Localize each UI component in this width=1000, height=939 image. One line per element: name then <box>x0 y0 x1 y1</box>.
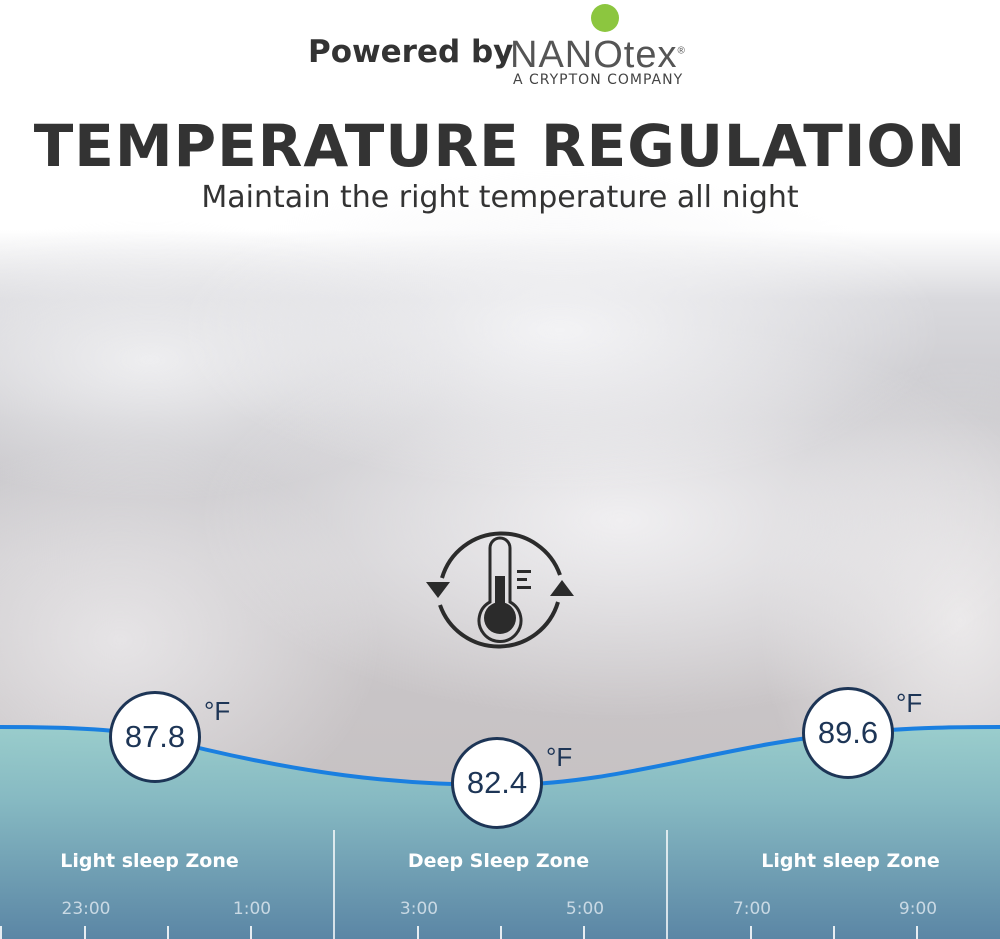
time-tick <box>417 926 419 939</box>
time-label: 3:00 <box>399 899 439 919</box>
time-tick <box>750 926 752 939</box>
temperature-bubble: 82.4 <box>451 737 543 829</box>
thermometer-cycle-icon <box>426 531 574 649</box>
logo-text: NANOtex® <box>510 34 686 76</box>
zone-divider <box>666 830 668 939</box>
time-tick <box>916 926 918 939</box>
time-label: 23:00 <box>61 899 111 919</box>
header: Powered by NANOtex® A CRYPTON COMPANY TE… <box>0 0 1000 230</box>
time-tick <box>167 926 169 939</box>
time-label: 5:00 <box>565 899 605 919</box>
temperature-unit: °F <box>546 742 573 772</box>
time-tick <box>250 926 252 939</box>
time-tick <box>833 926 835 939</box>
logo-dot <box>591 4 619 32</box>
zone-label: Deep Sleep Zone <box>407 850 590 872</box>
page-subtitle: Maintain the right temperature all night <box>201 180 799 215</box>
temperature-unit: °F <box>896 688 923 718</box>
time-label: 1:00 <box>232 899 272 919</box>
zone-label: Light sleep Zone <box>761 850 940 872</box>
time-label: 9:00 <box>898 899 938 919</box>
temperature-bubble: 89.6 <box>802 687 894 779</box>
band-fill <box>0 727 1000 939</box>
page-title: TEMPERATURE REGULATION <box>33 112 967 180</box>
time-tick <box>583 926 585 939</box>
powered-by-label: Powered by <box>308 34 514 70</box>
time-tick <box>0 926 2 939</box>
temperature-bubble: 87.8 <box>109 691 201 783</box>
time-tick <box>84 926 86 939</box>
nanotex-logo: NANOtex® A CRYPTON COMPANY <box>510 4 700 90</box>
zone-label: Light sleep Zone <box>60 850 239 872</box>
temperature-unit: °F <box>204 696 231 726</box>
time-tick <box>500 926 502 939</box>
logo-subtitle: A CRYPTON COMPANY <box>513 72 684 88</box>
zone-divider <box>333 830 335 939</box>
time-label: 7:00 <box>732 899 772 919</box>
